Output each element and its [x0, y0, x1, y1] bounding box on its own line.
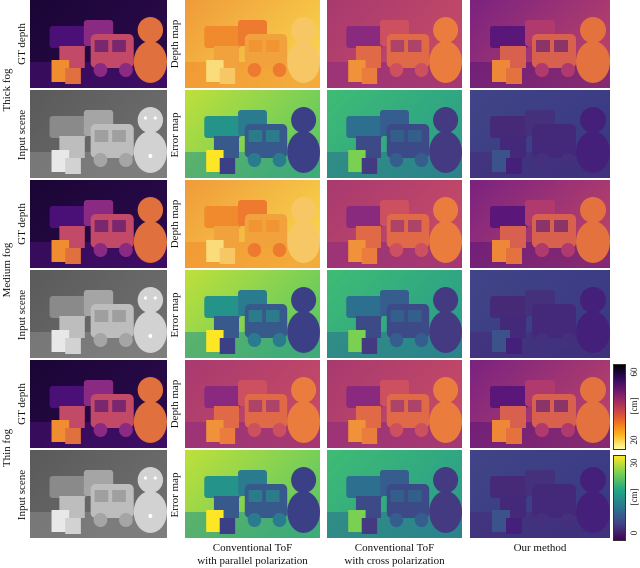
row-label-input-thin: Input scene	[16, 469, 28, 521]
column-label-parallel: Conventional ToF with parallel polarizat…	[185, 542, 320, 568]
depth-colorbar	[613, 364, 626, 450]
gt-depth-image-thin-left	[30, 360, 167, 448]
row-label-depth-thin: Depth map	[169, 379, 181, 429]
error-map-image-thick-cross	[327, 90, 462, 178]
row-label-gt-thin: GT depth	[16, 383, 28, 425]
fog-label-medium: Medium fog	[1, 242, 13, 298]
row-label-error-medium: Error map	[169, 292, 181, 338]
error-map-image-thin-parallel	[185, 450, 320, 538]
depth-map-image-medium-cross	[327, 180, 462, 268]
input-scene-image-thick-left	[30, 90, 167, 178]
error-map-image-medium-ours	[470, 270, 610, 358]
error-colorbar-unit: [cm]	[629, 488, 639, 506]
column-label-cross-line1: Conventional ToF	[354, 542, 435, 554]
depth-map-image-thin-parallel	[185, 360, 320, 448]
depth-map-image-medium-parallel	[185, 180, 320, 268]
error-map-image-thin-ours	[470, 450, 610, 538]
error-map-image-medium-parallel	[185, 270, 320, 358]
column-label-parallel-line2: with parallel polarization	[197, 555, 308, 567]
depth-colorbar-bottom-tick: 20	[629, 435, 639, 445]
column-label-parallel-line1: Conventional ToF	[212, 542, 293, 554]
depth-map-image-medium-ours	[470, 180, 610, 268]
column-label-ours: Our method	[470, 542, 610, 555]
error-map-image-medium-cross	[327, 270, 462, 358]
error-map-image-thin-cross	[327, 450, 462, 538]
fog-label-thin: Thin fog	[1, 428, 13, 468]
depth-map-image-thick-cross	[327, 0, 462, 88]
error-colorbar	[613, 455, 626, 541]
column-label-ours-line1: Our method	[513, 542, 567, 554]
error-colorbar-bottom-tick: 0	[629, 530, 639, 536]
error-colorbar-top-tick: 30	[629, 458, 639, 468]
gt-depth-image-medium-left	[30, 180, 167, 268]
row-label-error-thin: Error map	[169, 472, 181, 518]
depth-map-image-thick-ours	[470, 0, 610, 88]
row-label-error-thick: Error map	[169, 112, 181, 158]
gt-depth-image-thick-left	[30, 0, 167, 88]
error-map-image-thick-ours	[470, 90, 610, 178]
depth-colorbar-unit: [cm]	[629, 397, 639, 415]
row-label-input-thick: Input scene	[16, 109, 28, 161]
depth-map-image-thin-cross	[327, 360, 462, 448]
error-map-image-thick-parallel	[185, 90, 320, 178]
row-label-gt-medium: GT depth	[16, 203, 28, 245]
row-label-depth-thick: Depth map	[169, 19, 181, 69]
column-label-cross: Conventional ToF with cross polarization	[327, 542, 462, 568]
row-label-gt-thick: GT depth	[16, 23, 28, 65]
depth-colorbar-top-tick: 60	[629, 367, 639, 377]
column-label-cross-line2: with cross polarization	[344, 555, 445, 567]
input-scene-image-medium-left	[30, 270, 167, 358]
input-scene-image-thin-left	[30, 450, 167, 538]
depth-map-image-thin-ours	[470, 360, 610, 448]
fog-label-thick: Thick fog	[1, 68, 13, 112]
row-label-depth-medium: Depth map	[169, 199, 181, 249]
row-label-input-medium: Input scene	[16, 289, 28, 341]
depth-map-image-thick-parallel	[185, 0, 320, 88]
